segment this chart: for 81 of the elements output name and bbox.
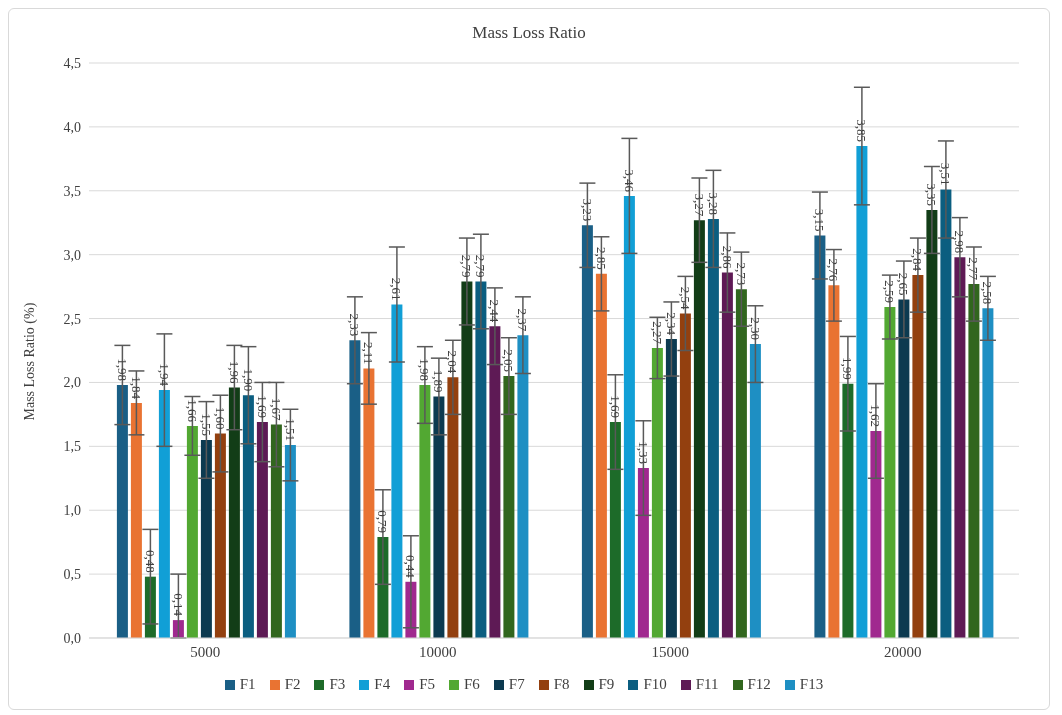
legend-label: F3 (329, 676, 346, 693)
y-tick-label: 2,5 (63, 311, 81, 327)
data-label: 3,46 (621, 169, 637, 193)
legend-label: F1 (239, 676, 256, 693)
data-label: 2,58 (980, 281, 996, 305)
data-label: 2,11 (361, 342, 377, 365)
data-label: 1,60 (212, 406, 228, 430)
data-label: 1,55 (198, 413, 214, 436)
data-label: 2,30 (747, 317, 763, 341)
data-label: 0,14 (170, 593, 186, 617)
x-tick-label: 15000 (651, 643, 689, 660)
data-label: 2,44 (487, 299, 503, 323)
data-label: 2,37 (515, 308, 531, 332)
data-label: 3,23 (579, 198, 595, 222)
y-tick-label: 4,0 (63, 119, 81, 135)
data-label: 2,27 (649, 321, 665, 345)
data-label: 2,79 (473, 254, 489, 278)
legend-label: F8 (553, 676, 570, 693)
data-label: 2,34 (663, 312, 679, 336)
data-label: 2,59 (882, 280, 898, 304)
x-tick-label: 5000 (190, 643, 221, 660)
y-tick-label: 1,5 (63, 439, 81, 455)
chart-title: Mass Loss Ratio (471, 22, 587, 44)
data-label: 2,05 (501, 349, 517, 373)
y-tick-label: 0,0 (63, 630, 81, 646)
data-label: 0,48 (142, 549, 158, 573)
y-axis-title: Mass Loss Ratio (%) (21, 302, 38, 421)
data-label: 2,61 (389, 277, 405, 301)
data-label: 2,84 (910, 248, 926, 272)
data-label: 1,66 (184, 399, 200, 423)
data-label: 3,85 (854, 119, 870, 143)
data-label: 3,27 (691, 193, 707, 217)
data-label: 1,67 (268, 397, 284, 422)
legend-label: F12 (747, 676, 771, 693)
data-label: 2,98 (952, 230, 968, 254)
y-tick-label: 3,5 (63, 183, 81, 199)
data-label: 1,98 (417, 358, 433, 381)
legend-label: F7 (508, 676, 525, 693)
data-label: 2,54 (677, 286, 693, 310)
data-label: 3,15 (812, 208, 828, 232)
y-tick-label: 3,0 (63, 247, 81, 263)
data-label: 3,28 (705, 192, 721, 215)
data-label: 1,96 (226, 360, 242, 385)
data-label: 2,86 (719, 245, 735, 270)
y-tick-label: 0,5 (63, 567, 81, 583)
data-label: 1,90 (240, 368, 256, 392)
data-label: 1,99 (840, 356, 856, 380)
legend-label: F6 (464, 676, 480, 693)
data-label: 1,51 (282, 418, 298, 442)
x-tick-label: 20000 (884, 643, 922, 660)
legend-label: F11 (695, 676, 719, 693)
data-label: 2,77 (966, 257, 982, 281)
data-label: 2,76 (826, 258, 842, 282)
legend-label: F4 (374, 676, 391, 693)
legend-label: F5 (419, 676, 435, 693)
data-label: 2,79 (459, 254, 475, 278)
legend-label: F13 (799, 676, 824, 693)
legend-label: F2 (284, 676, 301, 693)
data-label: 1,69 (254, 395, 270, 419)
data-label: 1,84 (128, 376, 144, 400)
data-label: 0,44 (403, 555, 419, 579)
legend-label: F9 (598, 676, 615, 693)
data-label: 1,89 (431, 369, 447, 393)
data-label: 2,65 (896, 272, 912, 296)
data-label: 2,73 (733, 262, 749, 286)
data-label: 0,79 (375, 510, 391, 534)
data-label: 2,04 (445, 350, 461, 374)
data-label: 1,98 (114, 358, 130, 381)
data-label: 1,94 (156, 363, 172, 387)
data-label: 3,51 (938, 162, 954, 186)
y-tick-label: 2,0 (63, 375, 81, 391)
legend-label: F10 (643, 676, 667, 693)
data-label: 2,33 (347, 313, 363, 337)
x-tick-label: 10000 (419, 643, 457, 660)
data-label: 3,35 (924, 183, 940, 206)
data-label: 1,69 (607, 395, 623, 419)
data-label: 1,62 (868, 404, 884, 427)
data-label: 2,85 (593, 247, 609, 270)
data-label: 1,33 (635, 441, 651, 465)
y-tick-label: 4,5 (63, 55, 81, 71)
y-tick-label: 1,0 (63, 503, 81, 519)
